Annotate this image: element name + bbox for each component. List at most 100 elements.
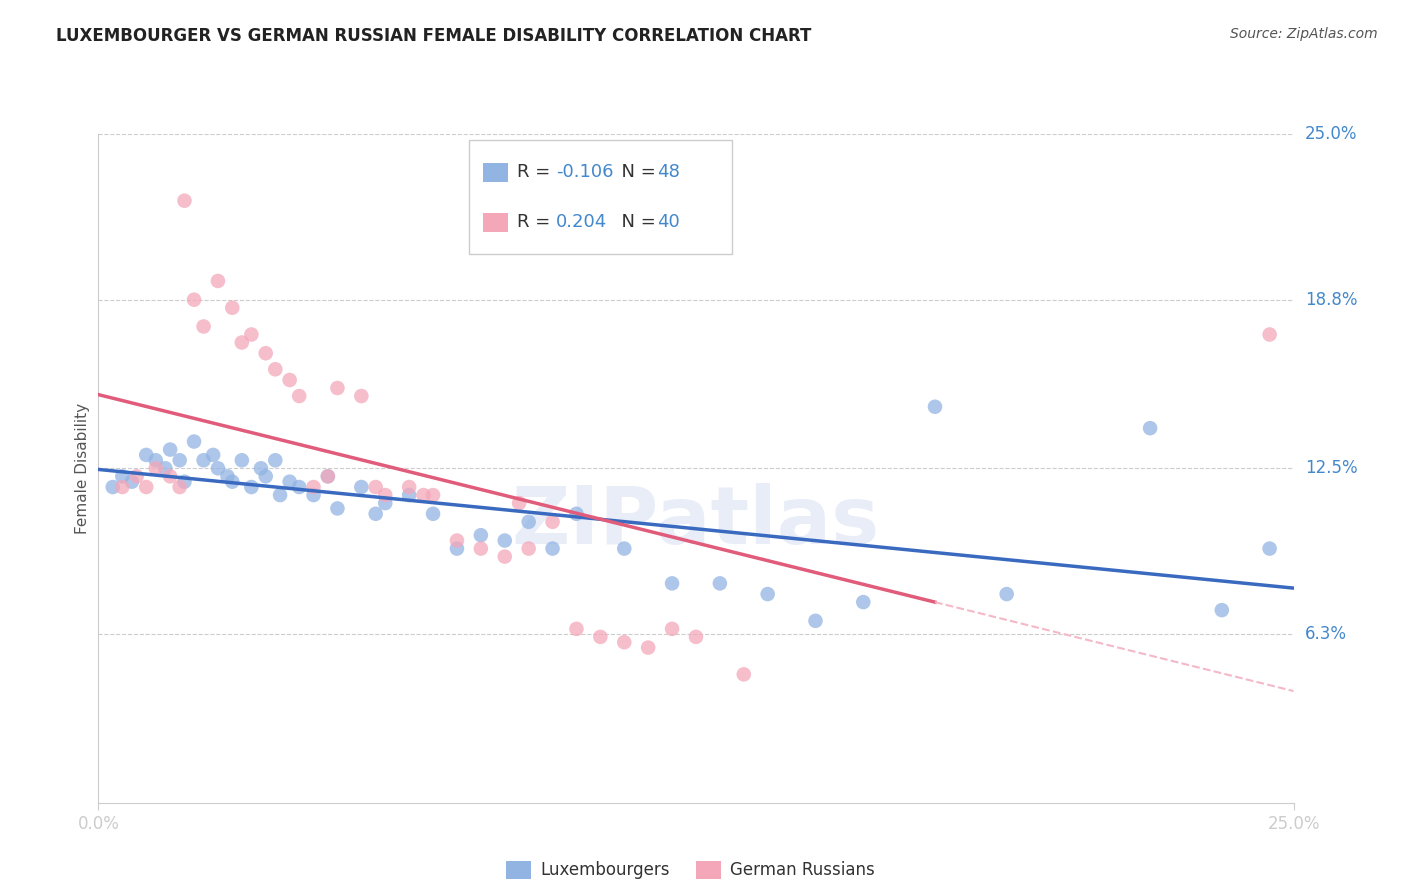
Point <box>145 461 167 475</box>
Point <box>278 373 301 387</box>
Point <box>508 496 530 510</box>
Point <box>924 400 946 414</box>
Text: ZIPatlas: ZIPatlas <box>512 483 880 561</box>
Point <box>302 488 325 502</box>
Point <box>202 448 225 462</box>
Text: N =: N = <box>609 163 661 181</box>
Point <box>159 469 181 483</box>
Point <box>193 319 215 334</box>
Point <box>494 549 516 564</box>
Text: German Russians: German Russians <box>730 861 875 879</box>
Point <box>470 541 492 556</box>
Text: 40: 40 <box>657 213 681 231</box>
Point <box>169 453 191 467</box>
Point <box>111 469 134 483</box>
Point <box>565 622 588 636</box>
Point <box>733 667 755 681</box>
Point <box>231 453 253 467</box>
Point <box>183 434 205 449</box>
Point <box>685 630 707 644</box>
Point <box>1211 603 1233 617</box>
Point <box>111 480 134 494</box>
Point <box>135 448 157 462</box>
Point <box>613 635 636 649</box>
Point <box>316 469 339 483</box>
Point <box>316 469 339 483</box>
Point <box>637 640 659 655</box>
Point <box>173 194 195 208</box>
Point <box>217 469 239 483</box>
Point <box>254 469 277 483</box>
Point <box>398 488 420 502</box>
Point <box>155 461 177 475</box>
Point <box>193 453 215 467</box>
Point <box>661 576 683 591</box>
Point <box>125 469 148 483</box>
Text: -0.106: -0.106 <box>557 163 613 181</box>
Point <box>302 480 325 494</box>
Point <box>173 475 195 489</box>
Text: 25.0%: 25.0% <box>1305 125 1357 143</box>
Point <box>709 576 731 591</box>
Point <box>422 507 444 521</box>
Text: R =: R = <box>517 163 555 181</box>
Point <box>145 453 167 467</box>
Point <box>1258 327 1281 342</box>
Point <box>254 346 277 360</box>
Point <box>240 327 263 342</box>
Text: 48: 48 <box>657 163 681 181</box>
Point <box>374 496 396 510</box>
Point <box>661 622 683 636</box>
Point <box>589 630 612 644</box>
Text: N =: N = <box>609 213 661 231</box>
Point <box>446 533 468 548</box>
Point <box>278 475 301 489</box>
Point <box>264 362 287 376</box>
Point <box>221 475 243 489</box>
Point <box>207 274 229 288</box>
Text: 12.5%: 12.5% <box>1305 459 1357 477</box>
Point <box>231 335 253 350</box>
Point <box>398 480 420 494</box>
Point <box>374 488 396 502</box>
Point <box>269 488 291 502</box>
Point <box>364 507 387 521</box>
Point <box>412 488 434 502</box>
Point <box>350 389 373 403</box>
Text: 6.3%: 6.3% <box>1305 625 1347 643</box>
Text: 18.8%: 18.8% <box>1305 291 1357 309</box>
Point <box>517 515 540 529</box>
Point <box>756 587 779 601</box>
Text: 0.204: 0.204 <box>557 213 607 231</box>
Point <box>995 587 1018 601</box>
Point <box>446 541 468 556</box>
Point <box>250 461 273 475</box>
Point <box>565 507 588 521</box>
Point <box>541 515 564 529</box>
Point <box>804 614 827 628</box>
Point <box>264 453 287 467</box>
Point <box>288 389 311 403</box>
Point <box>326 381 349 395</box>
Point <box>470 528 492 542</box>
Point <box>613 541 636 556</box>
Point <box>422 488 444 502</box>
Point <box>101 480 124 494</box>
Point <box>494 533 516 548</box>
Point <box>135 480 157 494</box>
Point <box>541 541 564 556</box>
Text: Luxembourgers: Luxembourgers <box>540 861 669 879</box>
Point <box>326 501 349 516</box>
Point <box>183 293 205 307</box>
Point <box>364 480 387 494</box>
Point <box>121 475 143 489</box>
Point <box>159 442 181 457</box>
Point <box>240 480 263 494</box>
Point <box>288 480 311 494</box>
Text: Source: ZipAtlas.com: Source: ZipAtlas.com <box>1230 27 1378 41</box>
Text: R =: R = <box>517 213 555 231</box>
Point <box>852 595 875 609</box>
Point <box>350 480 373 494</box>
Point <box>517 541 540 556</box>
Text: LUXEMBOURGER VS GERMAN RUSSIAN FEMALE DISABILITY CORRELATION CHART: LUXEMBOURGER VS GERMAN RUSSIAN FEMALE DI… <box>56 27 811 45</box>
